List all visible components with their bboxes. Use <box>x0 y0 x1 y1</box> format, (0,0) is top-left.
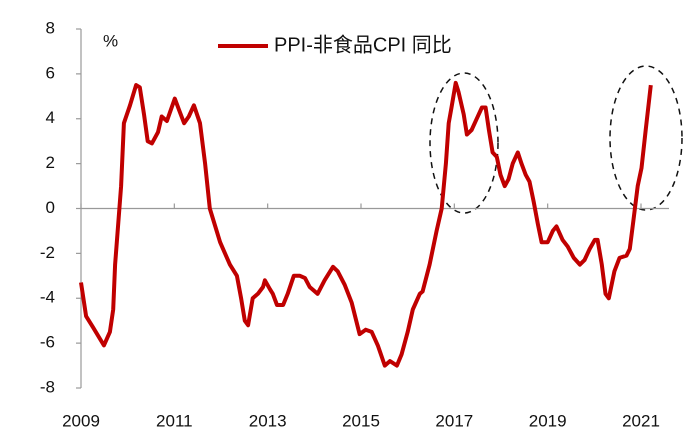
x-tick-label: 2019 <box>529 411 567 430</box>
y-tick-label: -4 <box>40 288 55 307</box>
data-line <box>79 80 653 368</box>
y-tick-label: 6 <box>46 63 55 82</box>
y-tick-label: -2 <box>40 243 55 262</box>
x-tick-label: 2017 <box>435 411 473 430</box>
x-tick-label: 2015 <box>342 411 380 430</box>
legend-label: PPI-非食品CPI 同比 <box>274 33 452 56</box>
x-tick-label: 2011 <box>156 411 193 430</box>
x-tick-label: 2013 <box>249 411 287 430</box>
y-tick-label: 4 <box>46 108 55 127</box>
highlight-ellipse <box>429 72 499 214</box>
y-tick-label: -6 <box>40 333 55 352</box>
y-tick-label: 2 <box>46 153 55 172</box>
highlight-ellipse <box>609 65 683 211</box>
y-tick-label: 0 <box>46 198 55 217</box>
y-tick-label: -8 <box>40 377 55 396</box>
unit-label: % <box>103 31 118 50</box>
y-tick-label: 8 <box>46 18 55 37</box>
x-tick-label: 2009 <box>62 411 100 430</box>
x-tick-label: 2021 <box>622 411 660 430</box>
